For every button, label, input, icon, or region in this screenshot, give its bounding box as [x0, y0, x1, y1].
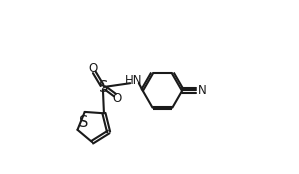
Text: S: S — [79, 114, 89, 129]
Text: N: N — [197, 84, 206, 97]
Text: O: O — [88, 62, 97, 75]
Text: O: O — [112, 92, 122, 105]
Text: HN: HN — [125, 74, 143, 87]
Text: S: S — [99, 80, 109, 94]
